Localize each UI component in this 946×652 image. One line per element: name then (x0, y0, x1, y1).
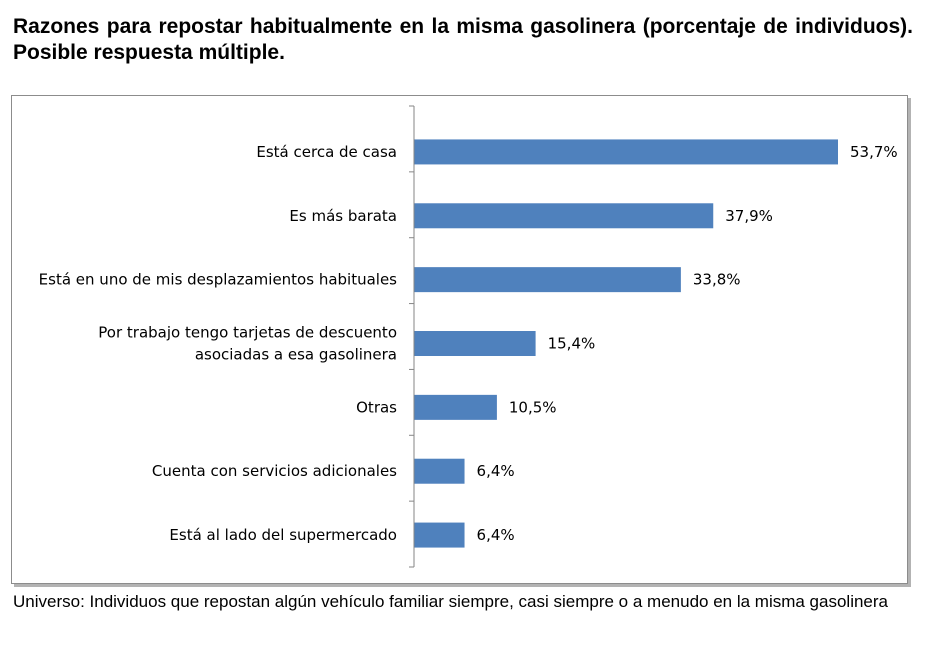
data-label: 10,5% (509, 398, 557, 416)
category-label: Otras (356, 398, 397, 416)
category-label: Es más barata (289, 207, 397, 225)
bar-chart: 53,7% Está cerca de casa 37,9% Es más barat… (39, 105, 898, 568)
category-label: Está en uno de mis desplazamientos habit… (39, 271, 398, 289)
data-label: 6,4% (477, 526, 515, 544)
bar (414, 522, 465, 548)
bar (414, 458, 465, 484)
chart-title: Razones para repostar habitualmente en l… (13, 15, 913, 64)
data-label: 33,8% (693, 271, 741, 289)
chart-area: 53,7% Está cerca de casa 37,9% Es más barat… (11, 95, 908, 584)
data-label: 15,4% (548, 335, 596, 353)
category-label: asociadas a esa gasolinera (195, 346, 397, 364)
category-label: Por trabajo tengo tarjetas de descuento (98, 324, 397, 342)
data-label: 6,4% (477, 462, 515, 480)
bar (414, 331, 536, 356)
data-label: 37,9% (725, 207, 773, 225)
bar (414, 267, 681, 293)
bar (414, 203, 714, 229)
category-label: Está al lado del supermercado (169, 526, 397, 544)
data-label: 53,7% (850, 143, 898, 161)
footnote: Universo: Individuos que repostan algún … (13, 592, 889, 611)
bar (414, 139, 838, 165)
category-label: Está cerca de casa (256, 143, 397, 161)
bar (414, 394, 497, 420)
category-label: Cuenta con servicios adicionales (152, 462, 397, 480)
